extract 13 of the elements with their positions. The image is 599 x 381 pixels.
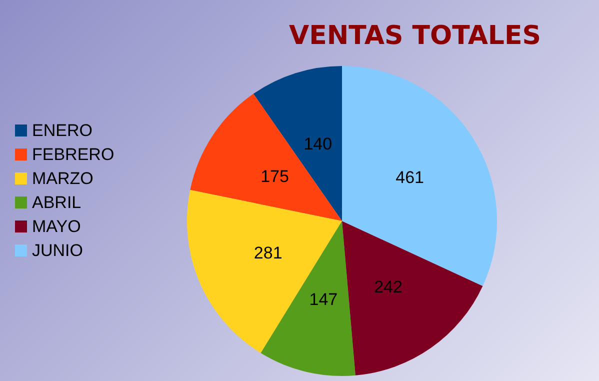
data-label: 242 [374, 277, 402, 296]
legend-label: FEBRERO [32, 145, 114, 164]
legend-label: MAYO [32, 217, 81, 236]
legend-label: JUNIO [32, 241, 83, 260]
chart-title: VENTAS TOTALES [289, 21, 541, 51]
data-label: 175 [260, 167, 289, 186]
legend-label: MARZO [32, 169, 94, 188]
legend-label: ABRIL [32, 193, 82, 212]
data-label: 147 [309, 290, 338, 309]
legend-label: ENERO [32, 121, 92, 140]
data-label: 461 [396, 168, 424, 188]
data-label: 140 [304, 134, 332, 154]
data-label: 281 [254, 243, 282, 262]
